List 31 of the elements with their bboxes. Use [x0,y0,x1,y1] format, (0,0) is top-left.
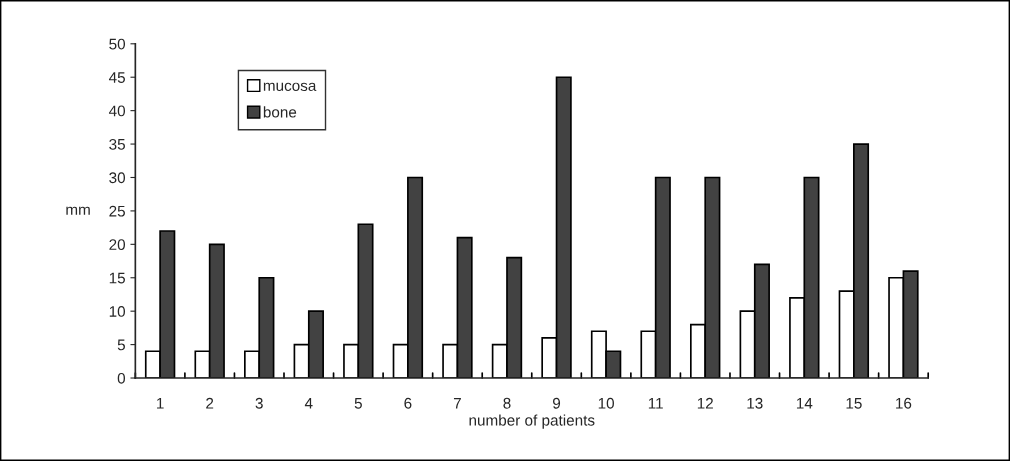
x-tick-label: 3 [255,397,263,409]
x-tick-label: 5 [354,398,362,409]
x-tick-label: 8 [503,397,511,409]
x-axis-title: number of patients [469,414,595,429]
x-tick-label: 10 [598,397,614,409]
x-tick-label: 2 [206,397,214,409]
x-tick-label: 12 [697,397,713,409]
y-tick-label: 40 [108,105,126,117]
y-tick-label: 20 [109,239,126,251]
x-tick-label: 1 [157,398,164,409]
x-tick-label: 13 [747,397,763,409]
x-tick-label: 15 [846,398,862,409]
legend-label: bone [263,106,297,118]
y-tick-label: 0 [117,372,126,384]
y-tick-label: 35 [109,138,125,150]
x-tick-label: 11 [648,398,663,409]
legend-label: mucosa [263,82,317,91]
y-tick-label: 25 [109,205,125,217]
y-tick-label: 10 [109,306,126,317]
x-tick-label: 6 [404,397,412,409]
x-tick-label: 9 [553,397,561,409]
y-tick-label: 5 [117,339,125,351]
y-tick-label: 30 [109,172,126,184]
x-tick-label: 4 [304,398,313,409]
y-axis-title: mm [66,206,90,215]
y-tick-label: 50 [109,38,126,50]
x-tick-label: 14 [796,398,813,409]
x-tick-label: 7 [453,398,461,409]
x-tick-label: 16 [896,397,912,409]
y-tick-label: 45 [108,72,125,83]
y-tick-label: 15 [109,272,125,284]
